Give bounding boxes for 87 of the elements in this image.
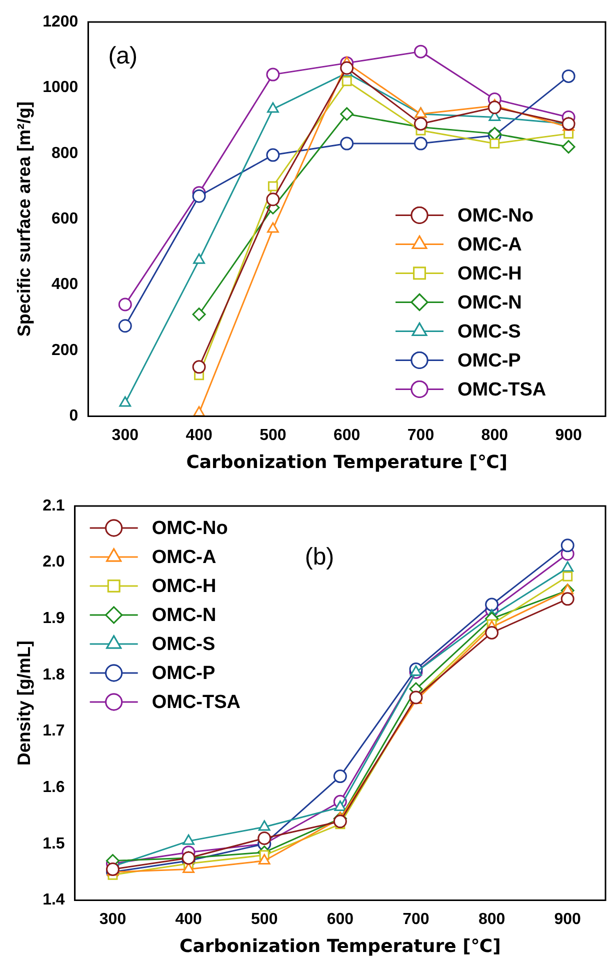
point (488, 100, 502, 114)
point (267, 102, 279, 113)
point (414, 136, 428, 150)
y-tick-label: 0 (69, 408, 78, 425)
legend-label: OMC-N (458, 292, 522, 314)
annotation: (b) (304, 544, 334, 571)
point (342, 76, 352, 86)
point (333, 814, 347, 828)
y-axis-title: Density [g/mL] (14, 640, 34, 766)
point (192, 189, 206, 203)
point (562, 117, 576, 131)
point (562, 69, 576, 83)
x-axis-title: Carbonization Temperature [℃] (180, 936, 501, 957)
legend-label: OMC-N (152, 605, 216, 626)
y-tick-label: 600 (51, 210, 78, 228)
y-tick-label: 1.7 (42, 722, 65, 740)
point (485, 626, 499, 640)
y-tick-label: 1.6 (42, 778, 65, 796)
legend-label: OMC-H (152, 576, 216, 598)
x-tick-label: 300 (112, 427, 139, 444)
point (560, 592, 574, 606)
y-tick-label: 1.9 (42, 610, 65, 628)
legend-label: OMC-P (152, 663, 216, 684)
y-tick-label: 800 (51, 144, 78, 162)
x-tick-label: 700 (407, 427, 434, 444)
y-tick-label: 400 (51, 276, 78, 294)
x-axis-title: Carbonization Temperature [℃] (186, 452, 508, 473)
x-tick-label: 900 (554, 911, 582, 928)
x-tick-label: 600 (333, 427, 360, 444)
x-tick-label: 900 (555, 427, 582, 444)
point (562, 561, 574, 572)
x-tick-label: 600 (326, 911, 354, 928)
y-tick-label: 200 (51, 342, 78, 359)
point (414, 44, 428, 58)
y-tick-label: 2.1 (42, 497, 65, 514)
point (267, 222, 279, 233)
point (258, 832, 272, 846)
point (118, 319, 132, 333)
legend-label: OMC-S (152, 634, 216, 656)
point (485, 598, 499, 612)
annotation: (a) (108, 42, 138, 70)
point (266, 192, 280, 206)
x-tick-label: 400 (175, 911, 202, 928)
point (340, 107, 354, 121)
point (560, 538, 574, 552)
point (490, 138, 500, 149)
point (266, 68, 280, 82)
y-tick-label: 1.8 (42, 666, 65, 684)
legend-label: OMC-A (152, 547, 216, 568)
point (340, 136, 354, 150)
y-tick-label: 1000 (42, 79, 78, 96)
legend-label: OMC-No (458, 205, 534, 226)
legend-label: OMC-S (458, 321, 521, 342)
legend-label: OMC-No (152, 518, 228, 540)
x-tick-label: 400 (186, 427, 212, 444)
legend-label: OMC-TSA (458, 379, 546, 400)
point (414, 117, 428, 131)
point (266, 148, 280, 162)
y-tick-label: 2.0 (42, 554, 65, 571)
point (258, 854, 270, 865)
legend-label: OMC-TSA (152, 692, 241, 714)
x-tick-label: 300 (99, 911, 126, 928)
point (562, 140, 576, 154)
x-tick-label: 800 (478, 911, 506, 928)
y-tick-label: 1200 (42, 13, 78, 30)
point (340, 61, 354, 75)
x-tick-label: 800 (481, 427, 508, 444)
point (258, 820, 270, 831)
point (562, 571, 573, 582)
point (192, 308, 206, 322)
y-tick-label: 1.5 (42, 835, 65, 852)
x-tick-label: 500 (251, 911, 278, 928)
point (182, 834, 194, 845)
point (192, 360, 206, 374)
point (333, 770, 347, 784)
point (106, 862, 120, 876)
legend-label: OMC-H (458, 263, 522, 284)
x-tick-label: 500 (260, 427, 286, 444)
point (118, 298, 132, 312)
x-tick-label: 700 (402, 911, 430, 928)
point (268, 181, 278, 192)
point (410, 665, 422, 676)
y-tick-label: 1.4 (42, 892, 65, 909)
y-axis-title: Specific surface area [m²/g] (14, 102, 34, 337)
point (334, 800, 346, 812)
legend-label: OMC-P (458, 350, 522, 372)
legend-label: OMC-A (458, 234, 522, 256)
